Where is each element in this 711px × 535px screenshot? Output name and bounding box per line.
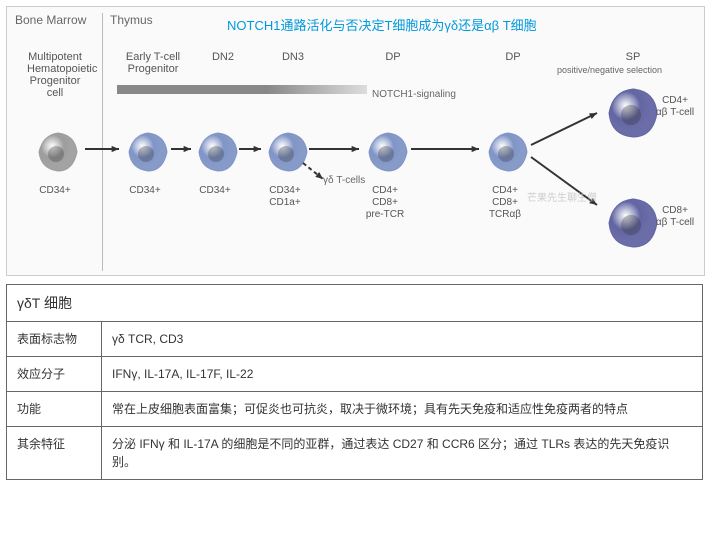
cell-icon: [605, 195, 645, 235]
stage-label: Multipotent Hematopoietic Progenitor cel…: [27, 51, 83, 99]
stage-label: Early T-cell Progenitor: [125, 51, 181, 75]
compartment-thymus: Thymus: [110, 13, 153, 27]
row-label: 功能: [7, 392, 102, 427]
stage-label: DN2: [195, 51, 251, 63]
stage-label: DP: [485, 51, 541, 63]
tcell-development-diagram: Bone Marrow Thymus NOTCH1通路活化与否决定T细胞成为γδ…: [6, 6, 705, 276]
table-row: 其余特征分泌 IFNγ 和 IL-17A 的细胞是不同的亚群，通过表达 CD27…: [7, 427, 703, 480]
marker-label: CD8+ αβ T-cell: [647, 205, 703, 229]
stage-label: DN3: [265, 51, 321, 63]
cell-icon: [605, 85, 645, 125]
compartment-bone-marrow: Bone Marrow: [15, 13, 86, 27]
cell-icon: [365, 129, 405, 169]
cell-icon: [125, 129, 165, 169]
stage-label: SP: [605, 51, 661, 63]
row-value: 分泌 IFNγ 和 IL-17A 的细胞是不同的亚群，通过表达 CD27 和 C…: [102, 427, 703, 480]
table-row: 功能常在上皮细胞表面富集；可促炎也可抗炎，取决于微环境；具有先天免疫和适应性免疫…: [7, 392, 703, 427]
gdt-cell-table: γδT 细胞 表面标志物γδ TCR, CD3效应分子IFNγ, IL-17A,…: [6, 284, 703, 480]
arrow-icon: [161, 139, 201, 159]
table-header: γδT 细胞: [7, 285, 703, 322]
watermark-small: 芒果先生聊生僧: [527, 189, 597, 204]
diagram-title: NOTCH1通路活化与否决定T细胞成为γδ还是αβ T细胞: [227, 15, 537, 34]
marker-label: CD4+ CD8+ pre-TCR: [357, 185, 413, 221]
cell-icon: [485, 129, 525, 169]
row-label: 表面标志物: [7, 322, 102, 357]
arrow-icon: [229, 139, 271, 159]
gradient-bar: [117, 85, 367, 94]
row-label: 效应分子: [7, 357, 102, 392]
marker-label: CD34+: [187, 185, 243, 197]
notch-signaling-label: NOTCH1-signaling: [372, 89, 456, 100]
table-row: 效应分子IFNγ, IL-17A, IL-17F, IL-22: [7, 357, 703, 392]
marker-label: CD34+: [117, 185, 173, 197]
arrow-icon: [75, 139, 129, 159]
selection-label: positive/negative selection: [557, 65, 662, 75]
gd-tcells-label: γδ T-cells: [323, 175, 365, 186]
row-label: 其余特征: [7, 427, 102, 480]
stage-label: DP: [365, 51, 421, 63]
arrow-icon: [401, 139, 489, 159]
row-value: γδ TCR, CD3: [102, 322, 703, 357]
marker-label: CD34+: [27, 185, 83, 197]
row-value: IFNγ, IL-17A, IL-17F, IL-22: [102, 357, 703, 392]
arrow-icon: [521, 147, 607, 215]
cell-icon: [35, 129, 75, 169]
marker-label: CD4+ αβ T-cell: [647, 95, 703, 119]
row-value: 常在上皮细胞表面富集；可促炎也可抗炎，取决于微环境；具有先天免疫和适应性免疫两者…: [102, 392, 703, 427]
table-row: 表面标志物γδ TCR, CD3: [7, 322, 703, 357]
